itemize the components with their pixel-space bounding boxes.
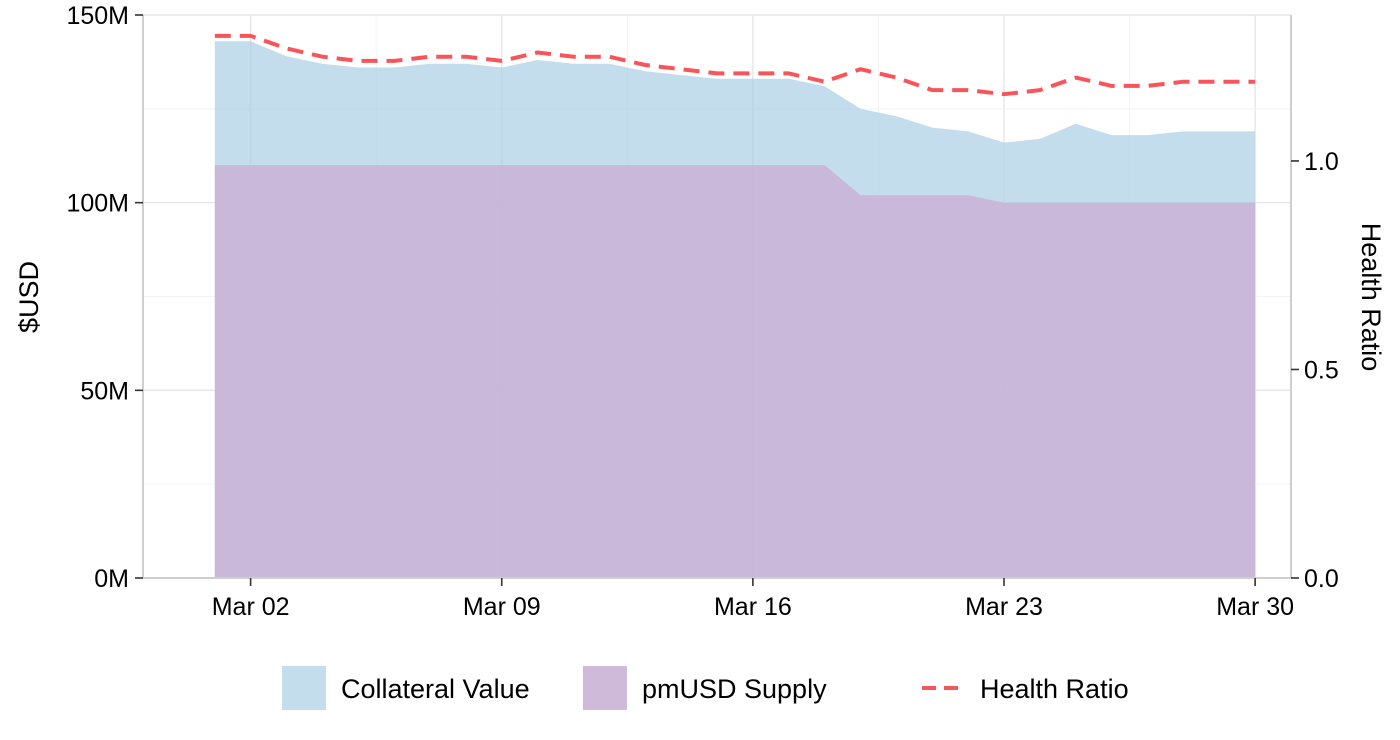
x-tick-label: Mar 30 xyxy=(1216,593,1294,621)
y-left-tick-label: 0M xyxy=(94,565,129,593)
axes xyxy=(135,14,1299,586)
line-layer xyxy=(214,33,1256,97)
legend-swatch-collateral-value xyxy=(282,666,326,710)
line-health-ratio xyxy=(214,33,1256,97)
y-left-tick-label: 150M xyxy=(66,2,129,30)
y-right-tick-label: 1.0 xyxy=(1304,148,1339,176)
x-tick-label: Mar 09 xyxy=(463,593,541,621)
y-left-tick-label: 100M xyxy=(66,190,129,218)
y-left-tick-label: 50M xyxy=(80,377,129,405)
tick-labels: Mar 02 Mar 09 Mar 16 Mar 23 Mar 30 0M 50M 100M 1… xyxy=(66,2,1338,621)
legend-label-collateral-value: Collateral Value xyxy=(341,674,530,704)
area-pmusd-supply xyxy=(214,165,1256,578)
y-right-axis-title: Health Ratio xyxy=(1356,223,1386,372)
legend-item-health-ratio[interactable]: Health Ratio xyxy=(922,674,1129,704)
legend-item-pmusd-supply[interactable]: pmUSD Supply xyxy=(583,666,827,710)
legend-label-health-ratio: Health Ratio xyxy=(980,674,1129,704)
legend-swatch-pmusd-supply xyxy=(583,666,627,710)
legend-item-collateral-value[interactable]: Collateral Value xyxy=(282,666,530,710)
x-tick-label: Mar 16 xyxy=(714,593,792,621)
y-left-axis-title: $USD xyxy=(14,261,44,333)
y-right-tick-label: 0.0 xyxy=(1304,565,1339,593)
legend: Collateral Value pmUSD Supply Health Rat… xyxy=(282,666,1129,710)
x-tick-label: Mar 02 xyxy=(212,593,290,621)
x-tick-label: Mar 23 xyxy=(965,593,1043,621)
legend-label-pmusd-supply: pmUSD Supply xyxy=(642,674,827,704)
area-layer xyxy=(214,41,1256,579)
y-right-tick-label: 0.5 xyxy=(1304,356,1339,384)
